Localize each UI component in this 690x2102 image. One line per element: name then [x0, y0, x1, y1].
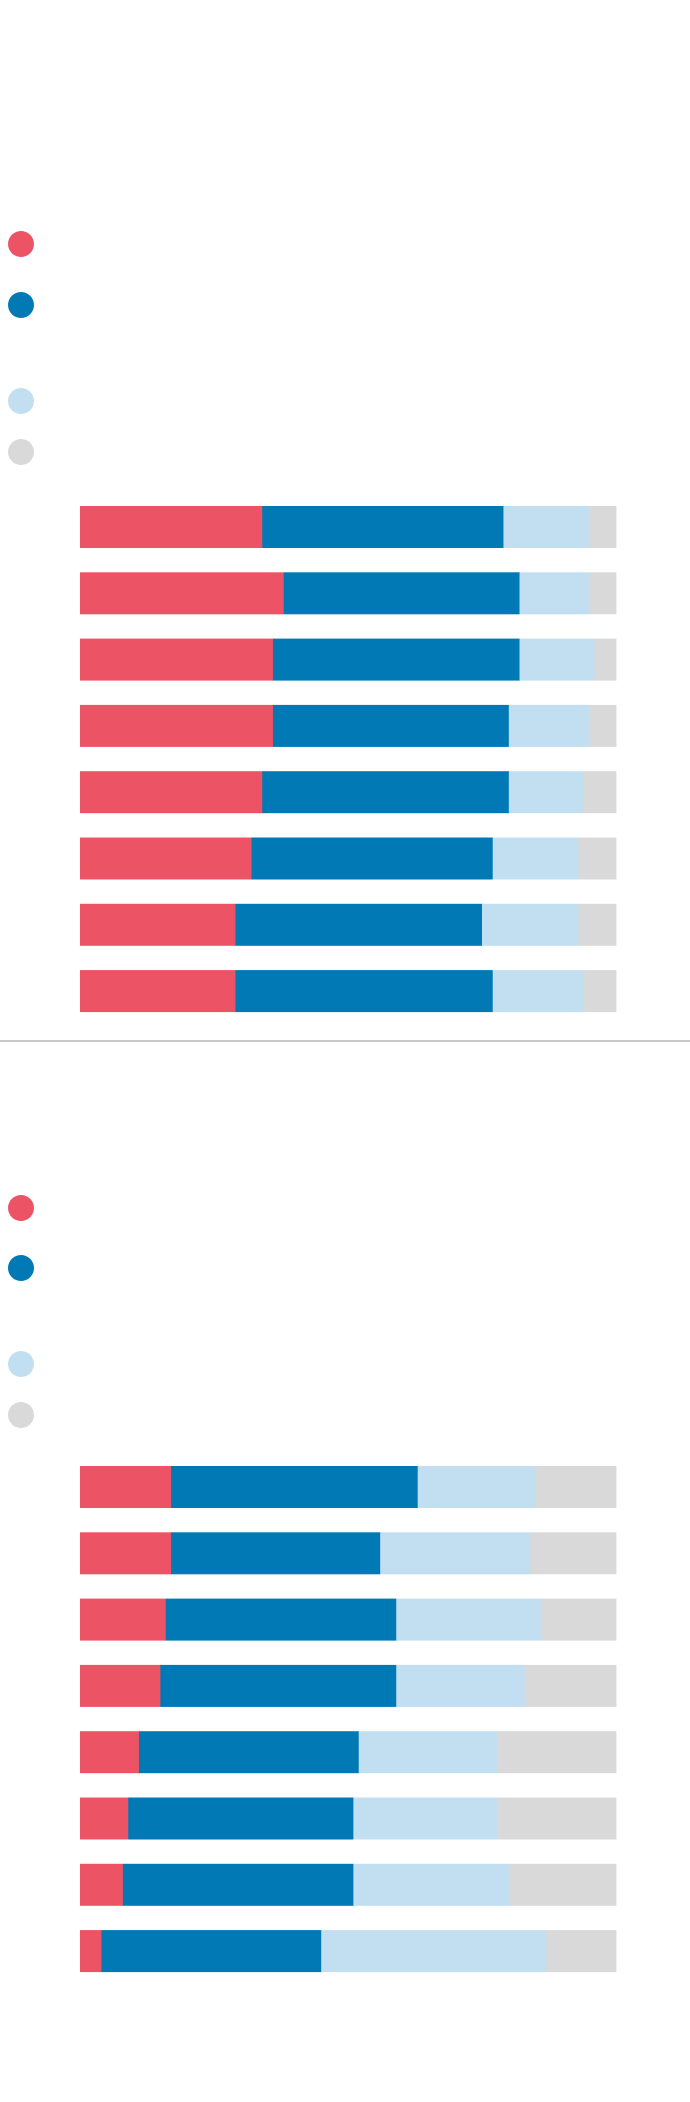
bar-row-2-segment-3 [380, 1532, 531, 1575]
bar-row-7-segment-2 [235, 903, 483, 946]
chart-panel-1 [0, 0, 690, 1040]
legend-swatch-3 [8, 1351, 34, 1377]
bar-row-6-segment-3 [492, 837, 579, 880]
panel-divider [0, 1040, 690, 1042]
bar-row-2-segment-1 [80, 572, 285, 615]
bar-row-3-segment-4 [540, 1598, 617, 1641]
bar-row-3-segment-1 [80, 638, 274, 681]
bar-row-8-segment-3 [321, 1930, 547, 1973]
legend-item-2 [8, 291, 46, 319]
legend-item-3 [8, 1350, 46, 1378]
bar-row-8-segment-4 [546, 1930, 617, 1973]
legend-item-1 [8, 230, 46, 258]
bar-row-5-segment-3 [358, 1731, 499, 1774]
bar-row-1-segment-4 [535, 1466, 617, 1508]
bar-row-4-segment-4 [589, 704, 617, 747]
legend-swatch-1 [8, 1195, 34, 1221]
bar-row-1-segment-4 [589, 506, 617, 548]
legend-item-3 [8, 387, 46, 415]
bar-row-4-segment-4 [524, 1664, 617, 1707]
bar-row-8-segment-2 [101, 1930, 322, 1973]
legend-swatch-1 [8, 231, 34, 257]
bar-row-2-segment-1 [80, 1532, 172, 1575]
bar-row-6-segment-1 [80, 1797, 129, 1840]
bar-row-7-segment-4 [578, 903, 617, 946]
bar-row-4-segment-2 [272, 704, 510, 747]
bar-row-8-segment-3 [492, 970, 585, 1013]
bar-row-3-segment-3 [396, 1598, 542, 1641]
bar-row-1-segment-1 [80, 1466, 172, 1508]
bar-row-3-segment-3 [519, 638, 595, 681]
bar-row-3-segment-4 [594, 638, 617, 681]
bar-row-7-segment-1 [80, 1863, 124, 1906]
bar-row-3-segment-2 [272, 638, 520, 681]
bar-row-8-segment-4 [583, 970, 617, 1013]
legend-swatch-2 [8, 1255, 34, 1281]
bar-row-7-segment-2 [122, 1863, 354, 1906]
bar-row-3-segment-1 [80, 1598, 167, 1641]
bar-row-8-segment-2 [235, 970, 494, 1013]
legend-swatch-3 [8, 388, 34, 414]
bar-row-6-segment-4 [498, 1797, 617, 1840]
chart-panel-2 [0, 1042, 690, 2102]
bar-row-7-segment-3 [482, 903, 579, 946]
legend-item-4 [8, 438, 46, 466]
bar-row-4-segment-1 [80, 1664, 161, 1707]
bar-row-2-segment-2 [171, 1532, 381, 1575]
bar-row-5-segment-4 [498, 1731, 617, 1774]
bar-row-2-segment-3 [519, 572, 590, 615]
bar-row-5-segment-2 [262, 771, 510, 814]
bar-row-1-segment-2 [262, 506, 504, 548]
bar-row-8-segment-1 [80, 970, 236, 1013]
bar-row-1-segment-3 [417, 1466, 536, 1508]
stacked-bar-chart-2 [80, 1466, 617, 1973]
bar-row-4-segment-3 [508, 704, 590, 747]
bar-row-5-segment-1 [80, 771, 263, 814]
bar-row-7-segment-1 [80, 903, 236, 946]
bar-row-6-segment-1 [80, 837, 252, 880]
bar-row-2-segment-4 [589, 572, 617, 615]
legend-item-2 [8, 1254, 46, 1282]
bar-row-7-segment-3 [353, 1863, 510, 1906]
bar-row-6-segment-3 [353, 1797, 499, 1840]
legend-swatch-4 [8, 1402, 34, 1428]
bar-row-3-segment-2 [165, 1598, 397, 1641]
bar-row-5-segment-3 [508, 771, 585, 814]
legend-swatch-4 [8, 439, 34, 465]
bar-row-1-segment-3 [503, 506, 590, 548]
bar-row-5-segment-4 [583, 771, 617, 814]
bar-row-2-segment-2 [283, 572, 520, 615]
bar-row-2-segment-4 [530, 1532, 617, 1575]
bar-row-6-segment-2 [128, 1797, 354, 1840]
bar-row-1-segment-1 [80, 506, 263, 548]
bar-row-5-segment-1 [80, 1731, 140, 1774]
legend-swatch-2 [8, 292, 34, 318]
bar-row-6-segment-2 [251, 837, 494, 880]
legend-item-4 [8, 1401, 46, 1429]
bar-row-6-segment-4 [578, 837, 617, 880]
bar-row-8-segment-1 [80, 1930, 102, 1973]
bar-row-7-segment-4 [508, 1863, 617, 1906]
bar-row-4-segment-2 [160, 1664, 397, 1707]
bar-row-4-segment-3 [396, 1664, 526, 1707]
stacked-bar-chart-1 [80, 506, 617, 1013]
bar-row-1-segment-2 [171, 1466, 419, 1508]
legend-item-1 [8, 1194, 46, 1222]
bar-row-5-segment-2 [138, 1731, 360, 1774]
bar-row-4-segment-1 [80, 704, 274, 747]
